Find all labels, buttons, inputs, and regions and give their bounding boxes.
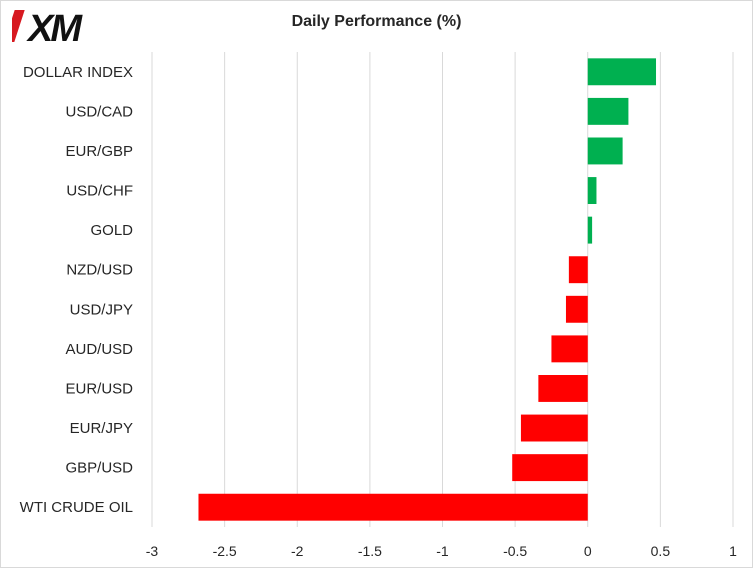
x-tick-label: 0 xyxy=(584,543,592,559)
bar xyxy=(587,58,657,86)
bar xyxy=(587,177,597,204)
bar xyxy=(538,375,588,402)
bar xyxy=(568,256,588,284)
category-label: AUD/USD xyxy=(65,341,133,358)
bar xyxy=(551,335,588,363)
bar xyxy=(587,97,629,125)
category-label: USD/CHF xyxy=(66,183,133,200)
xm-logo: XM xyxy=(12,8,86,46)
category-label: NZD/USD xyxy=(66,262,133,279)
category-label: EUR/GBP xyxy=(65,143,133,160)
x-tick-label: -1.5 xyxy=(358,543,382,559)
bar xyxy=(587,137,623,165)
category-label: DOLLAR INDEX xyxy=(23,64,133,81)
x-tick-label: -2 xyxy=(291,543,304,559)
chart-title: Daily Performance (%) xyxy=(291,13,462,30)
xm-logo-red-bar xyxy=(12,10,25,42)
x-tick-labels: -3 -2.5 -2 -1.5 -1 -0.5 0 0.5 1 xyxy=(146,543,737,559)
bar xyxy=(587,216,593,244)
bars xyxy=(198,58,657,521)
x-tick-label: -2.5 xyxy=(213,543,237,559)
x-tick-label: -1 xyxy=(436,543,449,559)
category-label: EUR/USD xyxy=(65,380,133,397)
x-tick-label: -0.5 xyxy=(503,543,527,559)
category-label: USD/CAD xyxy=(65,103,133,120)
x-tick-label: -3 xyxy=(146,543,159,559)
bar xyxy=(198,493,588,521)
category-label: EUR/JPY xyxy=(70,420,133,437)
x-tick-label: 1 xyxy=(729,543,737,559)
category-labels: DOLLAR INDEX USD/CAD EUR/GBP USD/CHF GOLD NZD… xyxy=(20,64,134,516)
category-label: USD/JPY xyxy=(70,301,133,318)
bar xyxy=(520,414,588,442)
xm-logo-text: XM xyxy=(26,8,83,46)
x-tick-label: 0.5 xyxy=(651,543,671,559)
gridlines xyxy=(151,52,734,527)
bar xyxy=(512,454,588,482)
category-label: GOLD xyxy=(90,222,133,239)
bar xyxy=(565,295,588,323)
category-label: WTI CRUDE OIL xyxy=(20,499,133,516)
category-label: GBP/USD xyxy=(65,460,133,477)
